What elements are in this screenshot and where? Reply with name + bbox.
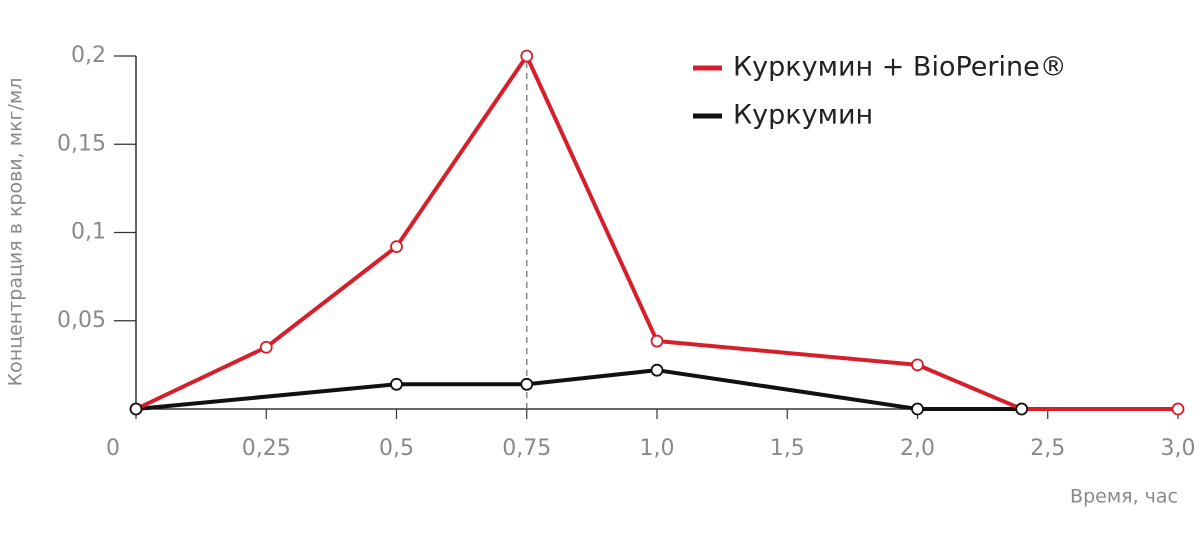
legend: Куркумин + BioPerine® Куркумин [693, 52, 1067, 131]
point [259, 340, 273, 354]
x-tick-label: 0,75 [502, 436, 551, 461]
x-tick-label: 0,25 [242, 436, 291, 461]
x-tick-label: 3,0 [1161, 436, 1196, 461]
series-line [135, 54, 1178, 411]
x-tick-label: 0 [106, 436, 120, 461]
point [650, 334, 664, 348]
point [390, 377, 403, 391]
point [520, 377, 534, 391]
series-line [135, 368, 1022, 411]
point [520, 49, 534, 63]
point [129, 402, 143, 416]
legend-label: Куркумин + BioPerine® [733, 52, 1067, 83]
x-tick-label: 2,5 [1030, 436, 1065, 461]
point [1171, 402, 1185, 416]
point [1015, 402, 1029, 416]
x-tick-label: 1,5 [770, 436, 805, 461]
y-tick-label: 0,15 [57, 131, 106, 156]
legend-label: Куркумин [733, 100, 873, 131]
x-axis-label: Время, час [1070, 486, 1178, 508]
y-tick-label: 0,05 [57, 308, 106, 333]
y-tick-label: 0,2 [71, 43, 106, 68]
point [650, 363, 664, 377]
x-tick-label: 0,5 [379, 436, 414, 461]
point [911, 402, 924, 416]
x-tick-label: 1,0 [640, 436, 675, 461]
point [390, 240, 403, 254]
x-tick-label: 2,0 [900, 436, 935, 461]
y-tick-label: 0,1 [71, 220, 106, 245]
point [911, 358, 924, 372]
y-axis-label: Концентрация в крови, мкг/мл [5, 78, 27, 387]
